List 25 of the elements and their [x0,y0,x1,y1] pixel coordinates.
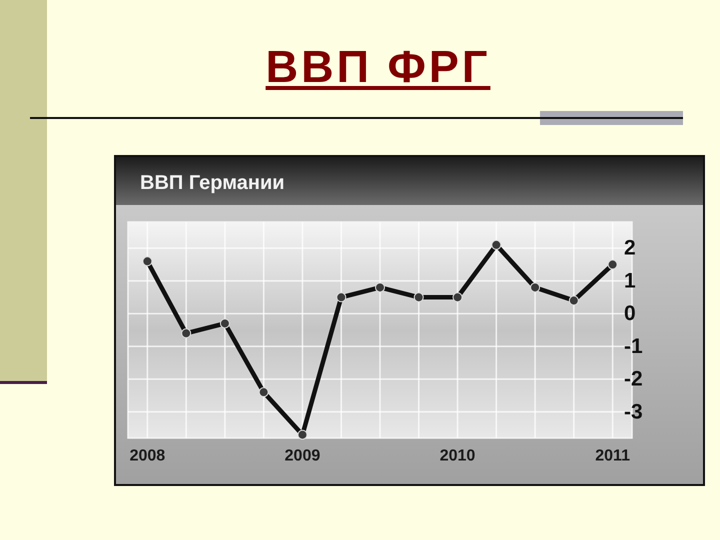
point [568,296,579,306]
y-tick-label: 2 [624,236,636,260]
chart-subtitle: ВВП Германии [140,172,285,194]
point [181,328,192,338]
point [375,282,385,292]
y-tick-label: -3 [624,400,643,424]
x-tick-label: 2010 [440,448,476,464]
point [452,292,463,302]
point [336,292,346,302]
chart-title: ВВП ФРГ [266,41,490,92]
point [220,318,230,328]
point [530,282,540,292]
point [297,430,308,440]
point [142,256,152,266]
y-tick-label: 0 [624,302,636,326]
y-tick-label: -2 [624,368,643,391]
point [258,387,269,398]
point [608,260,618,270]
y-tick-label: -1 [624,334,643,358]
point [491,240,502,250]
point [414,292,424,302]
y-tick-label: 1 [624,269,636,292]
x-tick-label: 2008 [130,448,166,464]
x-tick-label: 2011 [595,448,630,464]
x-tick-label: 2009 [284,448,320,464]
